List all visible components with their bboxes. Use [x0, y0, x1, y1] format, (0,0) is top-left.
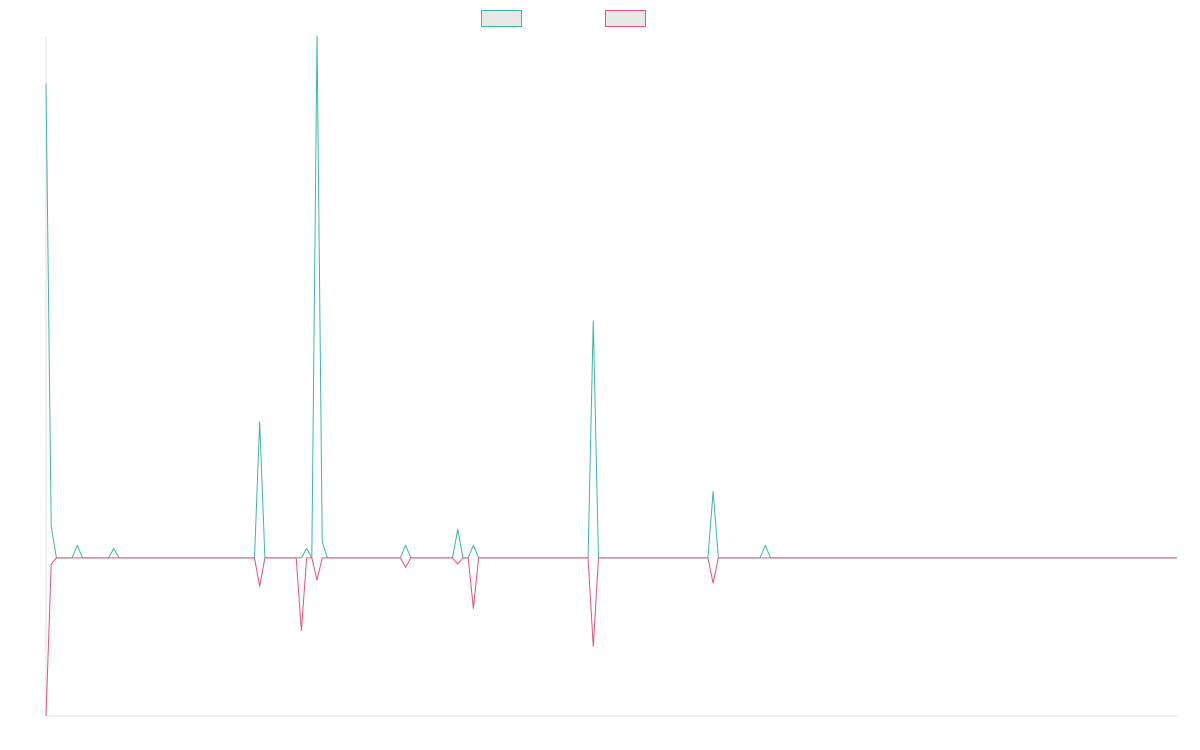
chart-axes	[45, 36, 1177, 717]
plot-area	[45, 35, 1177, 717]
chart-legend[interactable]	[481, 10, 646, 27]
series-line-1	[45, 35, 1177, 559]
series-line-2	[45, 557, 1177, 717]
legend-swatch-1[interactable]	[481, 10, 522, 27]
legend-swatch-2[interactable]	[605, 10, 646, 27]
